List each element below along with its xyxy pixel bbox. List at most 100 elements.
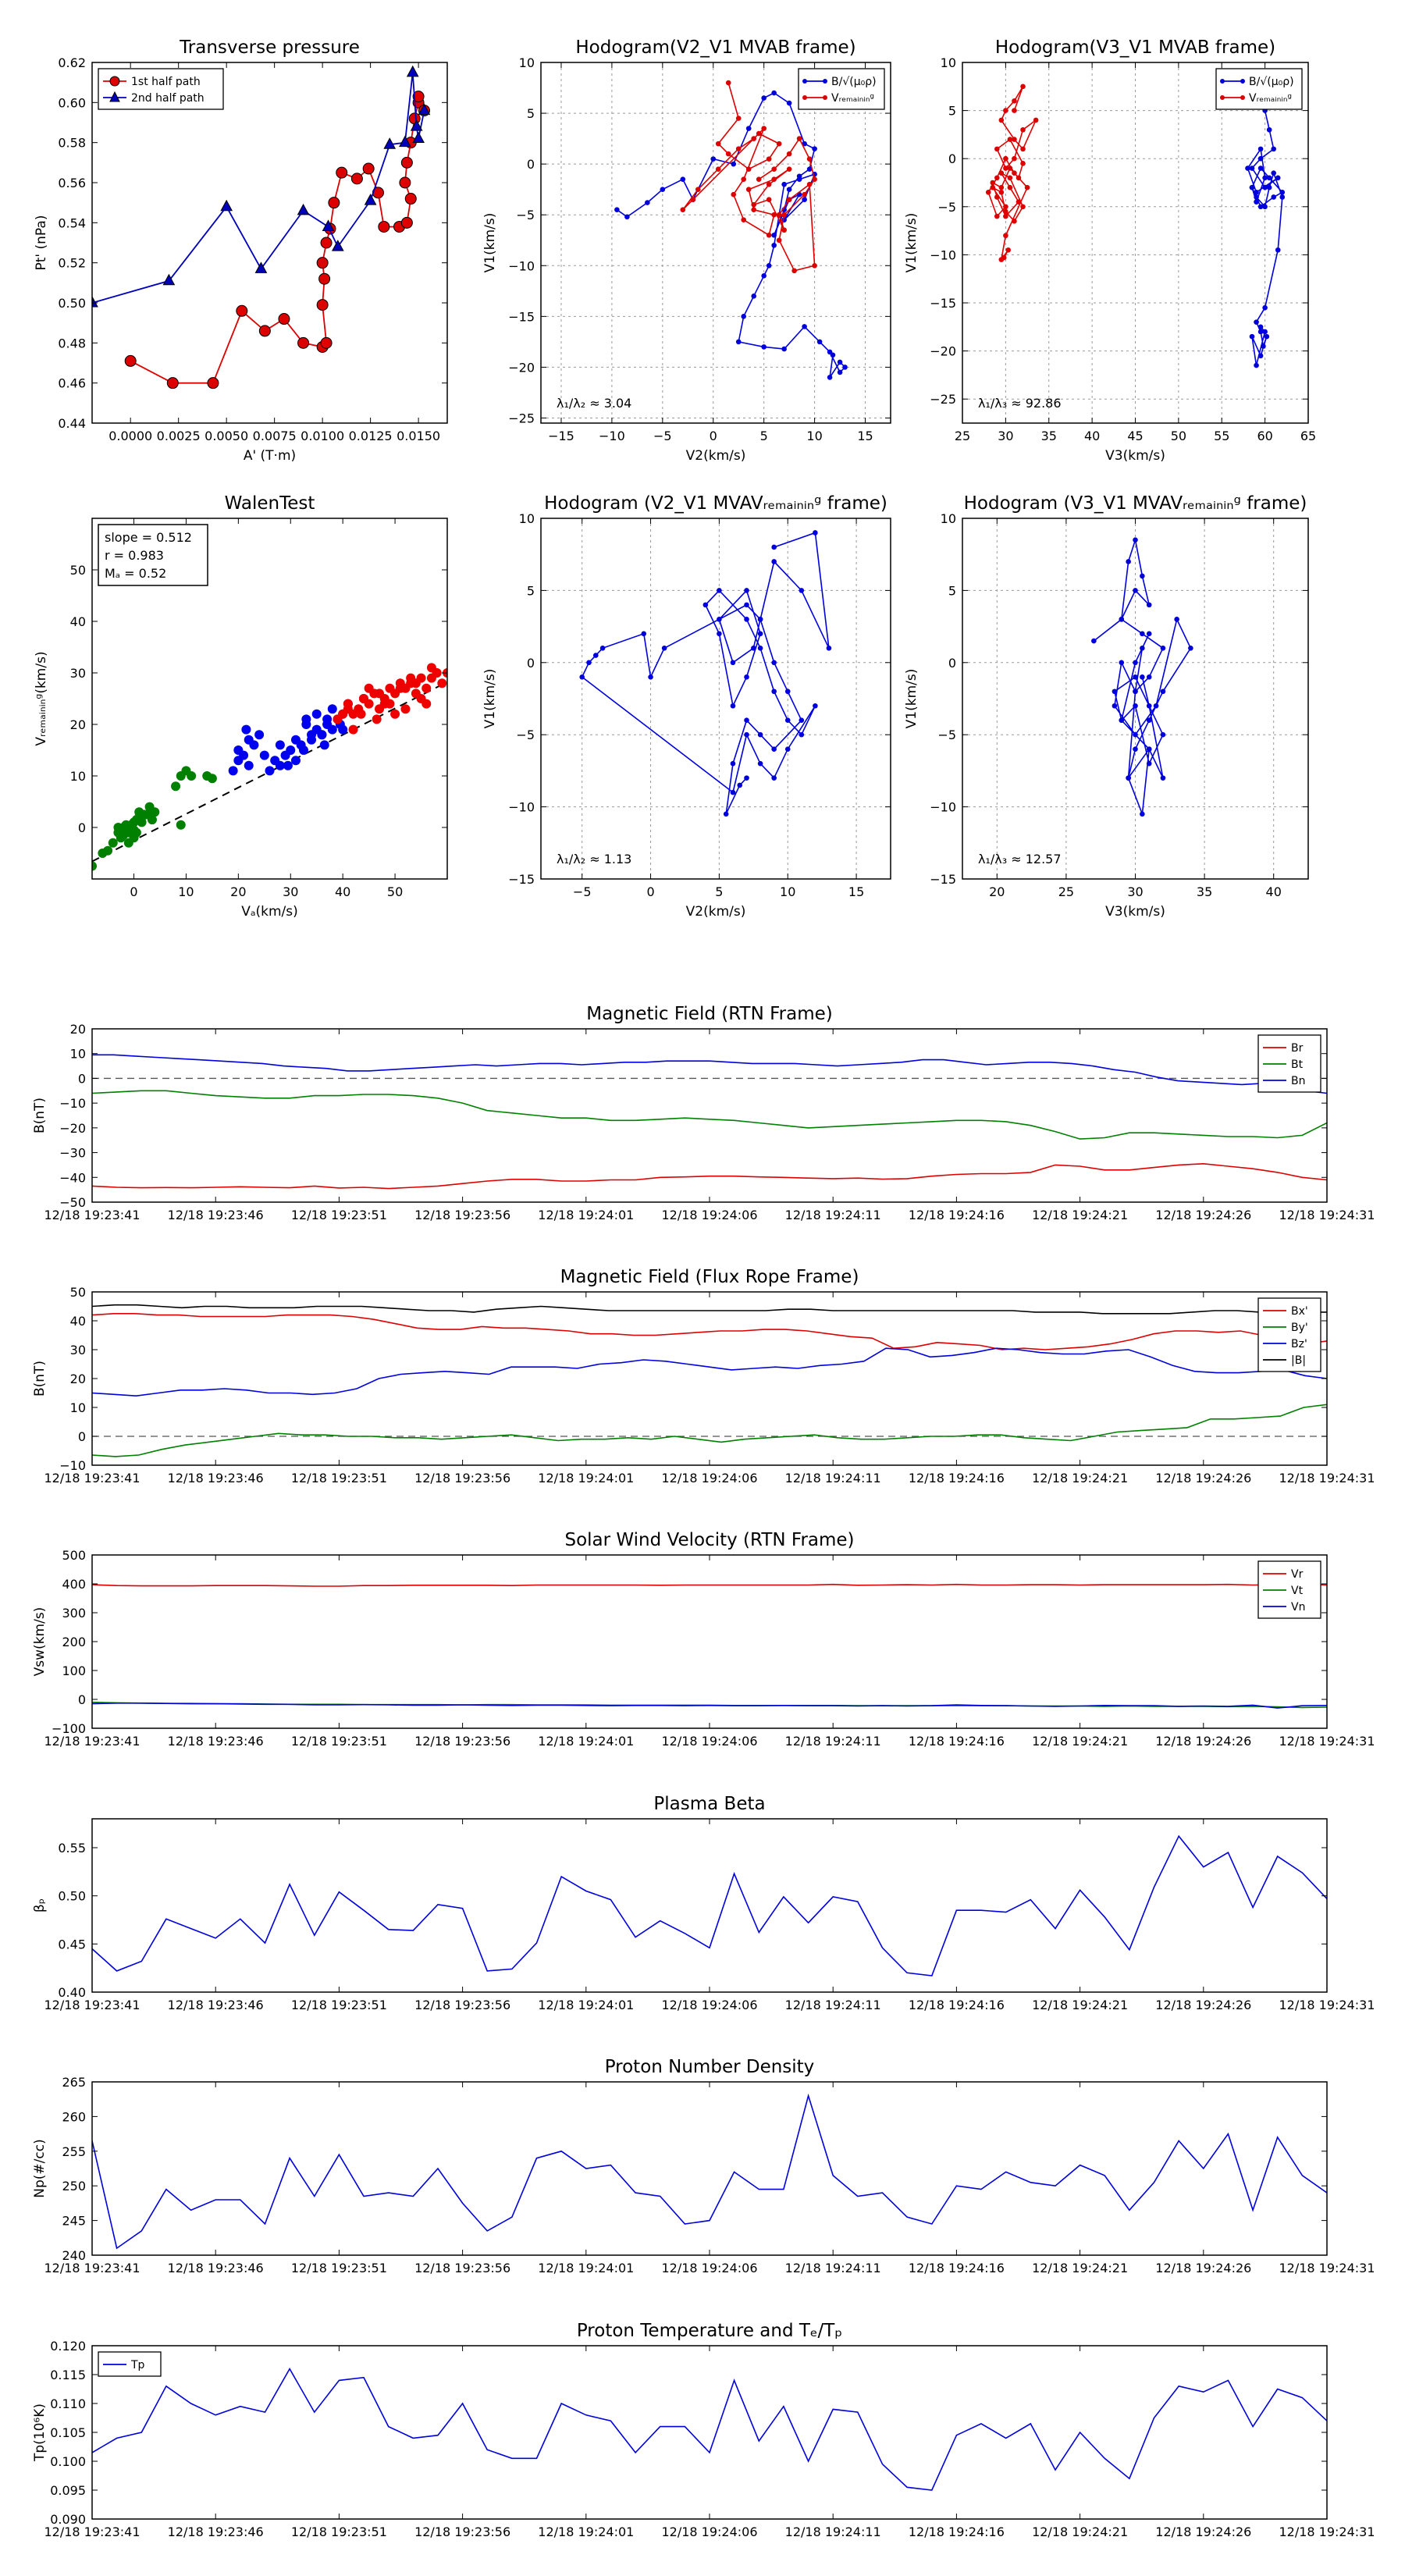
x-tick-label: 0.0100 [301, 429, 344, 443]
data-point [641, 631, 647, 637]
data-point [730, 789, 736, 795]
y-tick-label: 255 [62, 2144, 86, 2159]
data-point [378, 220, 390, 233]
y-tick-label: −20 [508, 360, 535, 375]
y-tick-label: 0.090 [50, 2512, 86, 2527]
x-tick-label: 12/18 19:24:06 [661, 1998, 757, 2012]
x-tick-label: 12/18 19:23:46 [168, 1208, 264, 1222]
plot-area [92, 65, 431, 390]
chart-pt: 0.0000 0.0025 0.0050 0.0075 0.0100 0.0125 0.01… [34, 37, 448, 464]
x-tick-label: 12/18 19:23:51 [291, 1471, 387, 1485]
data-point [1140, 811, 1145, 817]
x-tick-label: 12/18 19:23:56 [414, 1734, 510, 1749]
x-tick-label: 12/18 19:24:11 [785, 2261, 881, 2275]
y-tick-label: 0.45 [58, 1937, 86, 1952]
data-point [400, 156, 413, 169]
data-point [258, 325, 271, 337]
data-point [290, 756, 301, 766]
y-axis-label: βₚ [32, 1898, 48, 1912]
data-point [275, 760, 285, 770]
x-tick-label: 0 [646, 884, 654, 899]
legend-marker [823, 79, 827, 84]
data-point [771, 90, 777, 96]
data-point [717, 631, 722, 637]
data-point [1257, 204, 1264, 210]
y-tick-label: 5 [948, 104, 956, 119]
data-point [162, 273, 176, 286]
data-point [265, 766, 275, 776]
x-tick-label: 12/18 19:24:11 [785, 1734, 881, 1749]
y-tick-label: 400 [62, 1577, 86, 1592]
x-tick-label: −5 [573, 884, 592, 899]
data-point [1262, 175, 1268, 181]
data-point [586, 660, 592, 666]
data-point [1012, 98, 1017, 104]
data-point [336, 166, 348, 179]
data-point [702, 602, 709, 608]
data-point [406, 678, 416, 688]
data-point [796, 176, 802, 182]
x-tick-label: 12/18 19:24:26 [1155, 1471, 1251, 1485]
data-point [592, 653, 599, 658]
data-point [1245, 165, 1250, 171]
x-tick-label: −10 [599, 429, 625, 443]
data-point [320, 336, 333, 349]
series-line [92, 2093, 1327, 2250]
data-point [802, 324, 807, 329]
data-point [1112, 688, 1118, 695]
data-point [781, 212, 787, 218]
legend-label: Vn [1291, 1601, 1305, 1614]
data-point [1174, 617, 1179, 622]
data-point [131, 827, 141, 838]
data-point [1112, 703, 1118, 709]
data-point [680, 176, 686, 182]
x-tick-label: −5 [653, 429, 672, 443]
legend-label: 2nd half path [131, 92, 205, 105]
data-point [316, 257, 329, 269]
series-bt [92, 1090, 1327, 1140]
data-point [751, 136, 756, 141]
x-tick-label: 12/18 19:24:16 [909, 2524, 1005, 2539]
data-point [830, 352, 836, 358]
y-tick-label: 0 [78, 1071, 86, 1086]
data-point [220, 199, 233, 212]
data-point [744, 775, 749, 781]
legend-label: Br [1291, 1042, 1304, 1055]
legend-label: |B| [1291, 1354, 1306, 1367]
data-point [249, 740, 259, 750]
data-point [1266, 184, 1272, 190]
data-point [994, 194, 1000, 200]
data-point [418, 103, 431, 116]
series-line [92, 1304, 1327, 1315]
x-tick-label: 12/18 19:24:26 [1155, 1734, 1251, 1749]
x-tick-label: 15 [857, 429, 873, 443]
series-line [92, 1054, 1327, 1094]
data-point [319, 740, 329, 750]
data-point [827, 375, 833, 380]
data-point [254, 262, 268, 273]
data-point [328, 197, 340, 209]
y-tick-label: −10 [930, 247, 956, 262]
data-point [1007, 137, 1013, 142]
data-point [1271, 194, 1276, 200]
series-bx- [92, 1313, 1327, 1350]
data-point [994, 213, 1000, 219]
x-tick-label: 12/18 19:23:46 [168, 2261, 264, 2275]
y-tick-label: 0.50 [58, 296, 86, 311]
data-point [614, 207, 620, 213]
legend-label: Bn [1291, 1075, 1305, 1087]
series-v [1091, 537, 1193, 817]
chart-hodo2: 25 30 35 40 45 50 55 60 65 −25 −20 −15 −10 −5 0 5 10 Hodo… [904, 37, 1316, 464]
x-tick-label: 12/18 19:24:01 [538, 1471, 634, 1485]
y-tick-label: 0.115 [50, 2368, 86, 2382]
data-point [735, 339, 742, 345]
data-point [786, 151, 792, 157]
data-point [399, 135, 411, 148]
axes-frame [540, 62, 891, 424]
y-tick-label: 10 [70, 1047, 86, 1062]
x-tick-label: 12/18 19:23:41 [44, 1998, 140, 2012]
data-point [1033, 117, 1039, 123]
series-line [92, 1162, 1327, 1190]
x-tick-label: 30 [283, 884, 298, 899]
data-point [781, 181, 787, 187]
